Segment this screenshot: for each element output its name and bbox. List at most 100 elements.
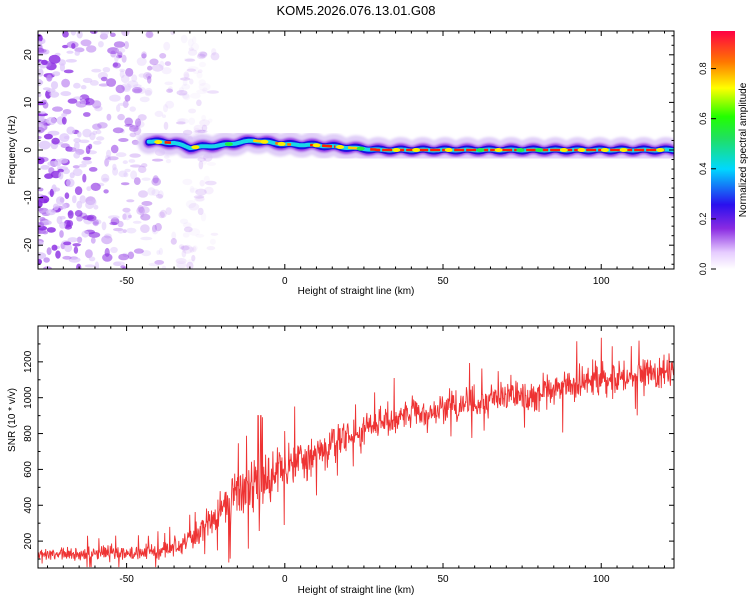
spectrogram-noise-blob: [63, 69, 74, 74]
spectrogram-noise-blob: [208, 118, 213, 123]
spectrogram-noise-blob: [204, 186, 214, 195]
spectrogram-noise-blob: [196, 53, 206, 60]
spectrogram-noise-blob: [122, 229, 127, 234]
spectrogram-noise-blob: [126, 199, 135, 203]
spectrogram-noise-blob: [198, 82, 211, 91]
spectrogram-noise-blob: [59, 215, 66, 220]
spectrogram-noise-blob: [127, 251, 135, 260]
spectrogram-noise-blob: [129, 153, 141, 158]
spectrogram-noise-blob: [187, 259, 195, 264]
spectrogram-noise-blob: [67, 98, 78, 104]
spectrogram-noise-blob: [92, 199, 97, 206]
spectrogram-noise-blob: [176, 118, 189, 125]
spectrogram-noise-blob: [156, 250, 161, 255]
spectrogram-noise-blob: [195, 196, 205, 202]
spectrogram-noise-blob: [40, 165, 50, 170]
spectrogram-noise-blob: [149, 58, 159, 66]
spectrogram-noise-blob: [39, 111, 46, 115]
spectrogram-noise-blob: [159, 60, 165, 69]
spectrogram-noise-blob: [187, 38, 194, 47]
spectrogram-noise-blob: [144, 87, 153, 96]
spectrogram-noise-blob: [91, 68, 102, 73]
spectrogram-noise-blob: [103, 189, 109, 194]
spectrogram-noise-blob: [137, 86, 146, 94]
spectrogram-noise-blob: [187, 49, 198, 56]
spectrogram-x-tick-label: 0: [282, 276, 288, 287]
spectrogram-noise-blob: [117, 228, 125, 234]
spectrogram-noise-blob: [124, 41, 129, 50]
spectrogram-noise-blob: [125, 68, 134, 77]
spectrogram-noise-blob: [82, 156, 92, 161]
spectrogram-noise-blob: [38, 157, 45, 165]
spectrogram-noise-blob: [133, 177, 141, 186]
spectrogram-noise-blob: [138, 206, 150, 214]
spectrogram-noise-blob: [119, 70, 125, 78]
spectrogram-noise-blob: [133, 126, 142, 135]
spectrogram-noise-blob: [132, 87, 143, 94]
colorbar-label: Normalized spectral amplitude: [738, 82, 749, 217]
spectrogram-noise-blob: [156, 194, 163, 199]
spectrogram-noise-blob: [182, 244, 193, 254]
spectrogram-noise-blob: [182, 222, 192, 228]
spectrogram-noise-blob: [61, 203, 67, 210]
spectrogram-y-tick-label: 10: [23, 96, 34, 108]
spectrogram-noise-blob: [141, 201, 153, 206]
spectrogram-noise-blob: [104, 158, 109, 167]
spectrogram-noise-blob: [136, 206, 146, 215]
spectrogram-noise-blob: [66, 50, 74, 54]
spectrogram-noise-blob: [88, 167, 98, 172]
spectrogram-noise-blob: [180, 77, 191, 81]
spectrogram-ridge-hotspot: [356, 146, 365, 151]
spectrogram-noise-blob: [42, 231, 48, 235]
spectrogram-noise-blob: [147, 65, 153, 71]
spectrogram-noise-blob: [93, 219, 102, 225]
spectrogram-ridge-hotspot: [412, 148, 421, 152]
spectrogram-noise-blob: [151, 226, 159, 235]
spectrogram-noise-blob: [202, 158, 207, 165]
spectrogram-noise-blob: [178, 244, 185, 250]
spectrogram-noise-blob: [140, 224, 150, 234]
spectrogram-noise-blob: [129, 164, 142, 168]
spectrogram-noise-blob: [193, 127, 201, 136]
spectrogram-noise-blob: [112, 163, 117, 171]
spectrogram-ridge-hotspot: [224, 142, 233, 147]
spectrogram-noise-blob: [202, 87, 208, 93]
spectrogram-noise-blob: [67, 147, 77, 153]
spectrogram-noise-blob: [163, 104, 168, 113]
spectrogram-noise-blob: [79, 195, 86, 204]
spectrogram-noise-blob: [98, 41, 104, 48]
spectrogram-noise-blob: [93, 204, 99, 210]
spectrogram-ridge-hotspot: [516, 148, 525, 152]
spectrogram-noise-blob: [59, 221, 66, 229]
spectrogram-noise-blob: [65, 59, 78, 63]
spectrogram-noise-blob: [182, 178, 193, 186]
spectrogram-noise-blob: [211, 48, 217, 56]
spectrogram-noise-blob: [58, 171, 64, 180]
spectrogram-noise-blob: [72, 243, 81, 247]
spectrogram-noise-blob: [78, 163, 87, 168]
spectrogram-noise-blob: [123, 172, 129, 178]
spectrogram-noise-blob: [102, 67, 111, 73]
spectrogram-noise-blob: [93, 140, 102, 145]
spectrogram-noise-blob: [101, 235, 113, 245]
snr-y-tick-label: 200: [23, 532, 34, 549]
spectrogram-noise-blob: [193, 70, 200, 74]
spectrogram-ridge-hotspot: [494, 148, 503, 152]
spectrogram-noise-blob: [199, 51, 208, 57]
spectrogram-noise-blob: [206, 162, 217, 166]
spectrogram-noise-blob: [133, 88, 142, 93]
spectrogram-ridge-hotspot: [577, 148, 586, 152]
spectrogram-noise-blob: [102, 253, 113, 262]
snr-y-tick-label: 1000: [23, 386, 34, 409]
spectrogram-noise-blob: [154, 110, 164, 117]
spectrogram-noise-blob: [191, 254, 196, 262]
spectrogram-noise-blob: [80, 39, 92, 47]
spectrogram-noise-blob: [201, 124, 208, 132]
spectrogram-ridge-core: [253, 139, 266, 144]
spectrogram-ridge-hotspot: [559, 148, 568, 152]
spectrogram-noise-blob: [61, 78, 70, 88]
spectrogram-noise-blob: [100, 76, 108, 82]
snr-series-line: [38, 337, 674, 568]
spectrogram-noise-blob: [50, 81, 59, 90]
spectrogram-noise-blob: [59, 63, 65, 72]
